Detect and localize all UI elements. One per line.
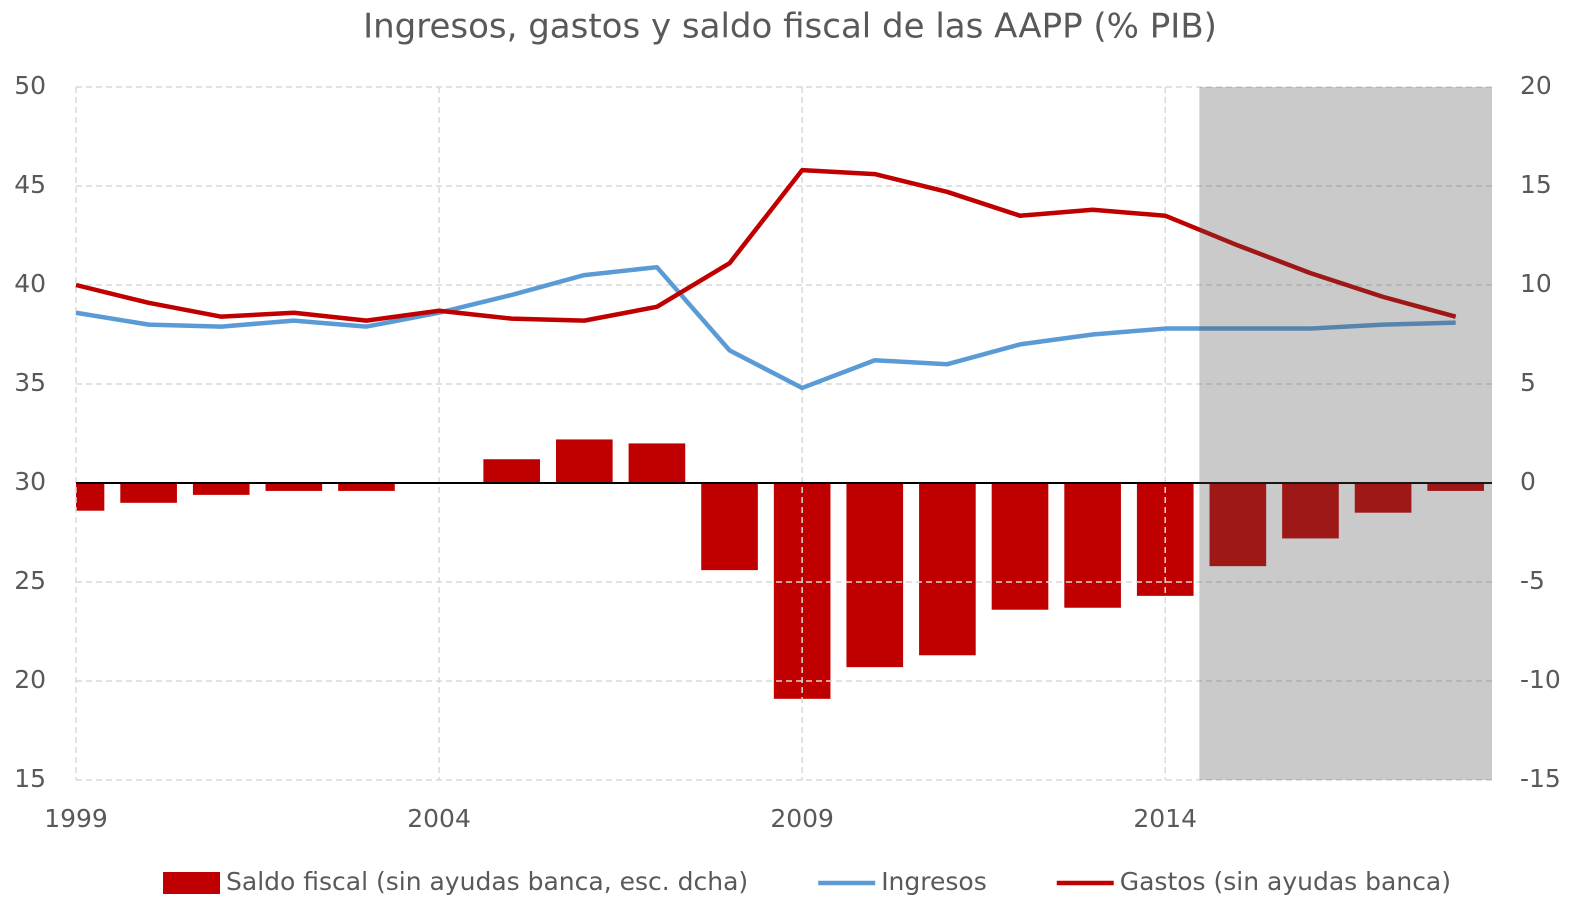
legend-label: Ingresos: [881, 867, 987, 896]
bar: [76, 483, 105, 511]
bar: [483, 459, 541, 483]
bar: [338, 483, 395, 491]
y2-tick-label: 5: [1520, 368, 1536, 397]
y2-tick-label: -10: [1520, 665, 1561, 694]
y2-tick-label: 10: [1520, 269, 1552, 298]
legend-label: Gastos (sin ayudas banca): [1120, 867, 1451, 896]
y2-tick-label: 20: [1520, 71, 1552, 100]
bar: [919, 483, 976, 656]
legend-label: Saldo fiscal (sin ayudas banca, esc. dch…: [226, 867, 748, 896]
y2-tick-label: -5: [1520, 566, 1545, 595]
shaded-region: [1199, 87, 1492, 780]
x-tick-label: 2014: [1133, 804, 1197, 833]
bar: [555, 439, 613, 483]
x-tick-label: 1999: [44, 804, 108, 833]
bar: [701, 483, 758, 571]
bar: [1064, 483, 1121, 608]
y2-tick-label: -15: [1520, 764, 1561, 793]
bar: [192, 483, 250, 495]
y2-tick-label: 15: [1520, 170, 1552, 199]
bar: [846, 483, 904, 668]
y-tick-label: 25: [14, 566, 46, 595]
y-tick-label: 35: [14, 368, 46, 397]
y2-tick-label: 0: [1520, 467, 1536, 496]
chart-title: Ingresos, gastos y saldo fiscal de las A…: [363, 7, 1217, 47]
bar: [991, 483, 1049, 610]
line: [75, 167, 1457, 323]
y-tick-label: 40: [14, 269, 46, 298]
line: [75, 264, 1456, 391]
x-tick-label: 2004: [407, 804, 471, 833]
bar: [628, 443, 686, 483]
bar: [1282, 483, 1339, 539]
bar: [120, 483, 177, 503]
bar: [1209, 483, 1267, 567]
y-tick-label: 15: [14, 764, 46, 793]
legend-swatch: [163, 872, 220, 894]
y-tick-label: 20: [14, 665, 46, 694]
y-tick-label: 45: [14, 170, 46, 199]
y-tick-label: 50: [14, 71, 46, 100]
x-tick-label: 2009: [770, 804, 834, 833]
bar: [1354, 483, 1412, 513]
bar: [265, 483, 323, 491]
bar: [1427, 483, 1485, 491]
y-tick-label: 30: [14, 467, 46, 496]
